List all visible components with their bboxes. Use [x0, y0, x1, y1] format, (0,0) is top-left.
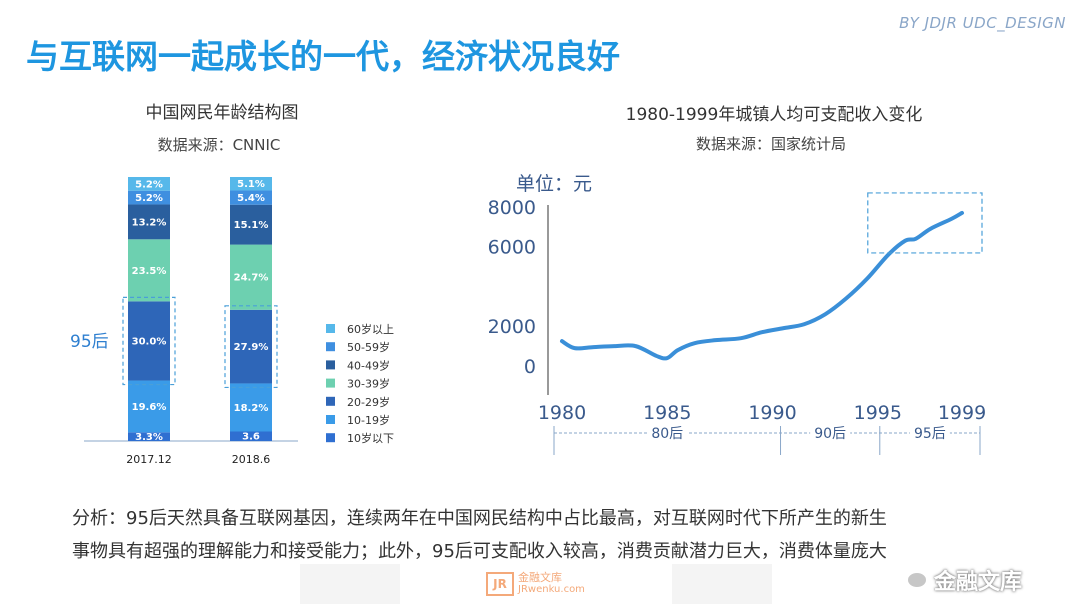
bar-seg-0-3 [128, 239, 170, 302]
ytick-1: 2000 [488, 316, 536, 338]
generation-label-0: 80后 [651, 426, 683, 442]
xtick-3: 1995 [854, 402, 902, 424]
bar-label-0-6: 5.2% [135, 179, 163, 190]
bar-label-0-4: 13.2% [132, 217, 167, 228]
xtick-2: 1990 [748, 402, 796, 424]
line-series-income [560, 210, 964, 361]
bar-seg-1-4 [230, 204, 272, 245]
legend-swatch-0 [326, 324, 335, 333]
jr-brand-text: 金融文库 [518, 571, 562, 584]
bar-category-0: 2017.12 [126, 453, 172, 466]
jr-url-text: JRwenku.com [518, 584, 585, 595]
xtick-4: 1999 [938, 402, 986, 424]
ytick-2: 6000 [488, 237, 536, 259]
bar-seg-1-5 [230, 190, 272, 205]
legend-swatch-5 [326, 415, 335, 424]
bar-label-1-3: 24.7% [234, 273, 269, 284]
generation-ranges: 80后 90后 95后 [553, 423, 981, 455]
bar-label-0-5: 5.2% [135, 193, 163, 204]
bar-seg-0-0 [128, 432, 170, 441]
charts-canvas: 中国网民年龄结构图 数据来源：CNNIC 3.3% 19.6% 30.0% 23.5%… [70, 103, 986, 466]
legend-swatch-1 [326, 342, 335, 352]
legend-label-4: 20-29岁 [347, 395, 390, 409]
xtick-1: 1985 [643, 402, 691, 424]
bar-chart-source: 数据来源：CNNIC [158, 136, 281, 154]
bar-label-0-1: 19.6% [132, 402, 167, 413]
bar-highlight-0 [122, 296, 176, 386]
bar-seg-0-5 [128, 190, 170, 205]
legend-swatch-6 [326, 433, 335, 443]
generation-label-1: 90后 [814, 426, 846, 442]
line-chart-source: 数据来源：国家统计局 [696, 135, 846, 153]
bar-highlight-boxes [122, 296, 278, 389]
jrwenku-logo: JR 金融文库 JRwenku.com [486, 572, 585, 596]
line-chart-ylabel: 单位：元 [516, 173, 592, 195]
analysis-text: 分析：95后天然具备互联网基因，连续两年在中国网民结构中占比最高，对互联网时代下… [72, 502, 1022, 568]
legend-label-2: 40-49岁 [347, 358, 390, 372]
legend-label-5: 10-19岁 [347, 413, 390, 427]
legend-swatch-2 [326, 360, 335, 370]
wechat-icon [906, 571, 928, 589]
bar-seg-1-0 [230, 431, 272, 441]
credit-text: BY JDJR UDC_DESIGN [899, 14, 1066, 32]
wechat-watermark: 金融文库 [906, 564, 1022, 596]
bar-seg-1-1 [230, 383, 272, 432]
line-highlight-box [867, 192, 983, 254]
generation-label-2: 95后 [914, 426, 946, 442]
bar-seg-1-2 [230, 309, 272, 384]
bar-label-1-4: 15.1% [234, 220, 269, 231]
analysis-line-2: 事物具有超强的理解能力和接受能力；此外，95后可支配收入较高，消费贡献潜力巨大，… [72, 541, 887, 562]
bar-label-1-2: 27.9% [234, 342, 269, 353]
bar-seg-0-4 [128, 204, 170, 240]
legend-label-3: 30-39岁 [347, 377, 390, 391]
bar-highlight-1 [224, 305, 278, 389]
bar-label-1-5: 5.4% [237, 193, 265, 204]
bar-label-1-6: 5.1% [237, 179, 265, 190]
bar-label-0-0: 3.3% [135, 432, 163, 443]
bar-chart-title: 中国网民年龄结构图 [146, 103, 299, 123]
legend-swatch-4 [326, 396, 335, 406]
bar-seg-1-3 [230, 244, 272, 310]
analysis-line-1: 分析：95后天然具备互联网基因，连续两年在中国网民结构中占比最高，对互联网时代下… [72, 508, 887, 529]
bar-seg-0-2 [128, 301, 170, 381]
slide-title: 与互联网一起成长的一代，经济状况良好 [26, 37, 620, 76]
bar-seg-0-1 [128, 380, 170, 433]
bar-legend: 60岁以上 50-59岁 40-49岁 30-39岁 20-29岁 10-19岁 10岁以下 [326, 322, 394, 445]
legend-label-1: 50-59岁 [347, 340, 390, 354]
generation-bg-1 [810, 423, 851, 443]
line-chart-xticks: 1980 1985 1990 1995 1999 [538, 402, 986, 424]
wechat-label: 金融文库 [934, 570, 1023, 595]
ytick-0: 0 [524, 356, 536, 378]
legend-label-6: 10岁以下 [347, 431, 394, 445]
jr-badge-icon: JR [486, 572, 514, 596]
generation-bg-0 [647, 423, 688, 443]
footer-watermarks: JR 金融文库 JRwenku.com 金融文库 [0, 560, 1080, 608]
line-chart-title: 1980-1999年城镇人均可支配收入变化 [626, 105, 923, 125]
bar-label-0-2: 30.0% [132, 336, 167, 347]
legend-swatch-3 [326, 378, 335, 388]
ytick-3: 8000 [488, 197, 536, 219]
bar-stacks: 3.3% 19.6% 30.0% 23.5% 13.2% 5.2% 5.2% 3.6 18.2%… [128, 177, 272, 443]
bar-label-1-1: 18.2% [234, 403, 269, 414]
legend-label-0: 60岁以上 [347, 322, 394, 336]
bar-label-0-3: 23.5% [132, 266, 167, 277]
bar-seg-0-6 [128, 177, 170, 191]
bar-label-1-0: 3.6 [242, 432, 260, 443]
bar-annotation-95: 95后 [70, 332, 109, 352]
watermark-blur-right [672, 564, 772, 604]
bar-seg-1-6 [230, 177, 272, 191]
line-chart-yticks: 0 2000 6000 8000 [488, 197, 536, 378]
generation-bg-2 [909, 423, 950, 443]
watermark-blur-left [300, 564, 400, 604]
bar-category-1: 2018.6 [232, 453, 271, 466]
xtick-0: 1980 [538, 402, 586, 424]
